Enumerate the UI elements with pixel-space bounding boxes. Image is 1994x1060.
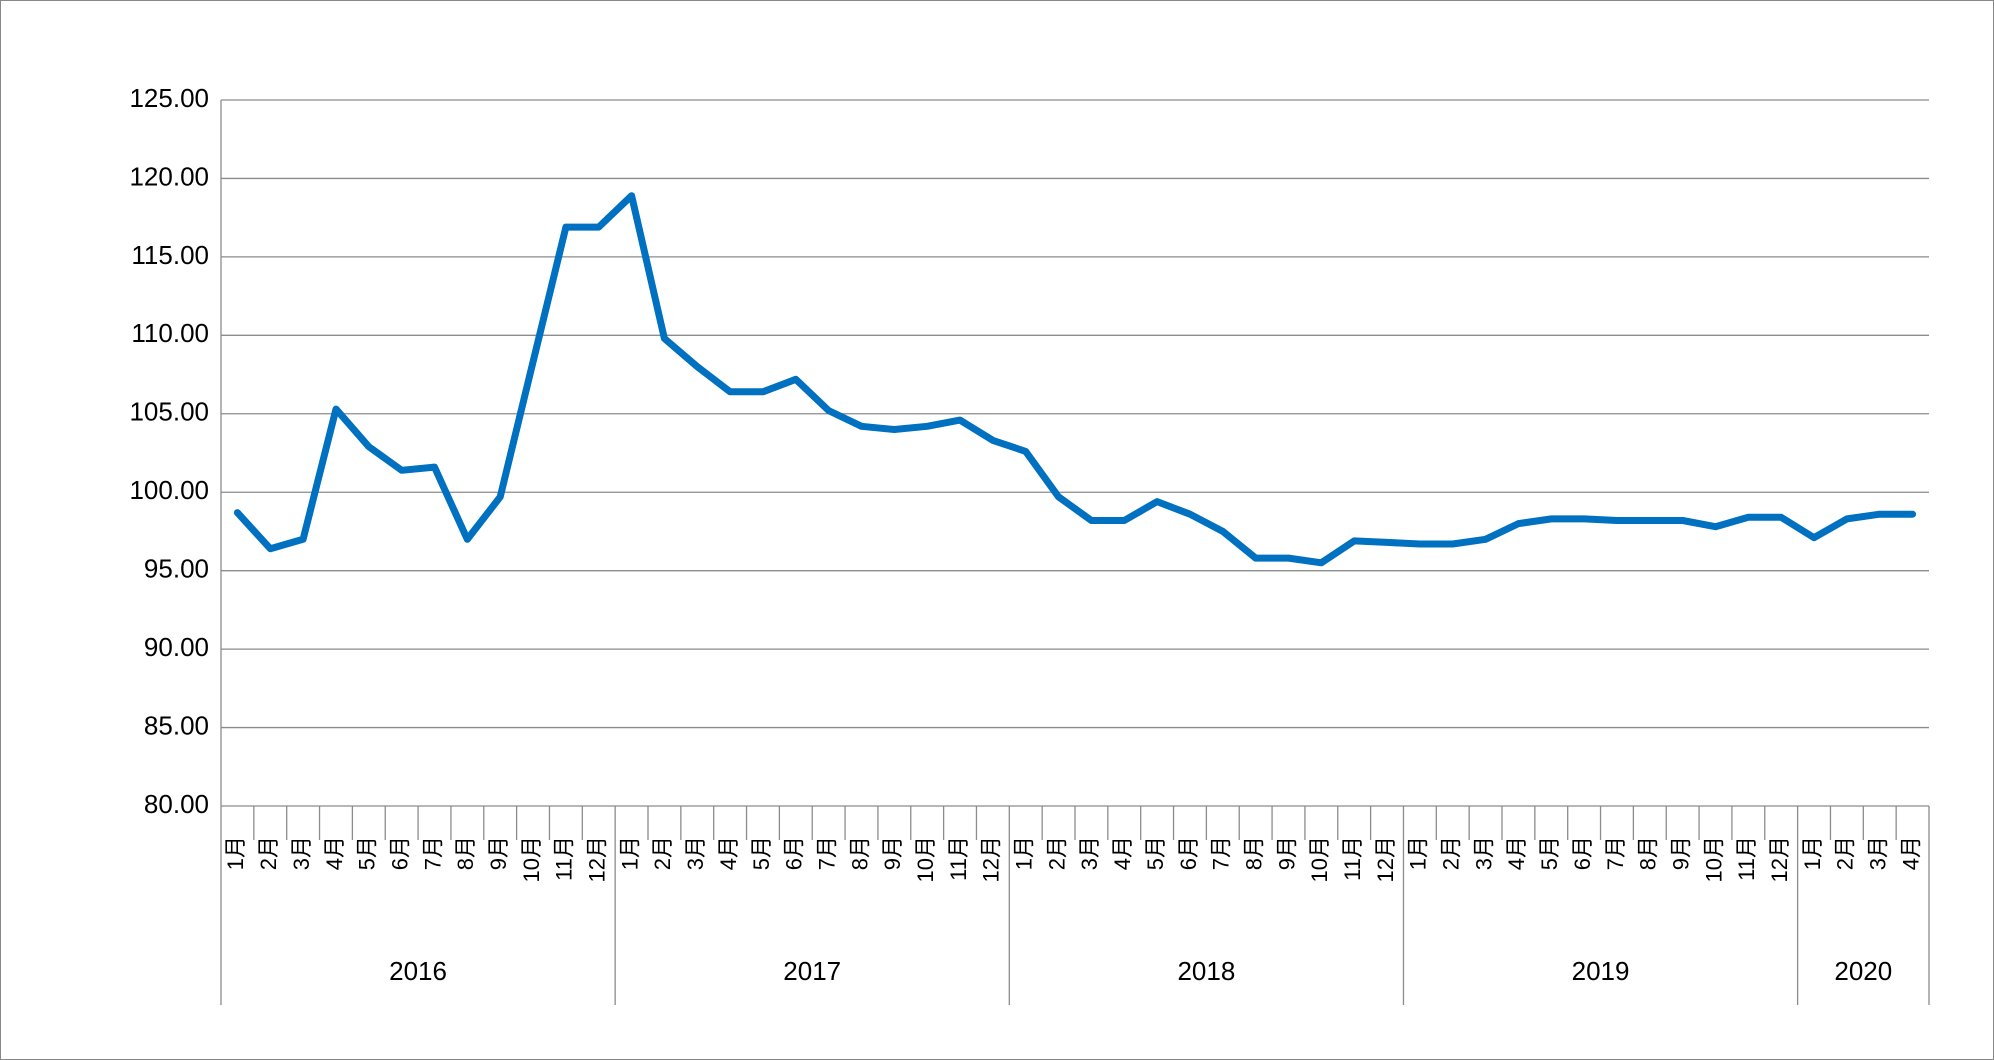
x-tick-label: 1月 — [617, 836, 642, 870]
y-tick-label: 80.00 — [144, 789, 209, 819]
x-tick-label: 10月 — [913, 836, 938, 882]
x-tick-label: 3月 — [289, 836, 314, 870]
y-tick-label: 110.00 — [131, 318, 209, 348]
x-tick-label: 5月 — [1143, 836, 1168, 870]
x-group-label: 2020 — [1834, 956, 1892, 986]
y-tick-label: 115.00 — [131, 240, 209, 270]
x-tick-label: 3月 — [1866, 836, 1891, 870]
x-tick-label: 4月 — [322, 836, 347, 870]
x-tick-label: 7月 — [814, 836, 839, 870]
x-tick-label: 5月 — [749, 836, 774, 870]
x-tick-label: 9月 — [486, 836, 511, 870]
x-tick-label: 3月 — [683, 836, 708, 870]
x-tick-label: 4月 — [716, 836, 741, 870]
x-tick-label: 7月 — [1209, 836, 1234, 870]
x-tick-label: 12月 — [1767, 836, 1792, 882]
x-tick-label: 1月 — [223, 836, 248, 870]
x-tick-label: 6月 — [387, 836, 412, 870]
x-tick-label: 11月 — [1340, 836, 1365, 881]
x-group-label: 2018 — [1177, 956, 1235, 986]
x-tick-label: 12月 — [585, 836, 610, 882]
x-tick-label: 11月 — [552, 836, 577, 881]
x-tick-label: 8月 — [453, 836, 478, 870]
x-tick-label: 3月 — [1471, 836, 1496, 870]
x-tick-label: 1月 — [1406, 836, 1431, 870]
x-tick-label: 2月 — [1439, 836, 1464, 870]
x-tick-label: 2月 — [256, 836, 281, 870]
x-tick-label: 6月 — [1176, 836, 1201, 870]
x-group-label: 2017 — [783, 956, 841, 986]
x-tick-label: 9月 — [880, 836, 905, 870]
y-tick-label: 100.00 — [129, 475, 209, 505]
x-group-label: 2019 — [1572, 956, 1630, 986]
x-tick-label: 5月 — [355, 836, 380, 870]
x-tick-label: 8月 — [1636, 836, 1661, 870]
x-tick-label: 10月 — [519, 836, 544, 882]
x-tick-label: 10月 — [1307, 836, 1332, 882]
x-tick-label: 10月 — [1701, 836, 1726, 882]
x-tick-label: 1月 — [1012, 836, 1037, 870]
x-tick-label: 8月 — [847, 836, 872, 870]
x-tick-label: 2月 — [1044, 836, 1069, 870]
x-tick-label: 6月 — [1570, 836, 1595, 870]
x-tick-label: 2月 — [1833, 836, 1858, 870]
x-tick-label: 9月 — [1274, 836, 1299, 870]
y-tick-label: 105.00 — [129, 397, 209, 427]
y-tick-label: 95.00 — [144, 554, 209, 584]
y-tick-label: 125.00 — [129, 83, 209, 113]
x-tick-label: 7月 — [1603, 836, 1628, 870]
x-tick-label: 11月 — [1734, 836, 1759, 881]
x-tick-label: 4月 — [1110, 836, 1135, 870]
x-tick-label: 2月 — [650, 836, 675, 870]
x-tick-label: 12月 — [979, 836, 1004, 882]
x-tick-label: 7月 — [420, 836, 445, 870]
x-tick-label: 3月 — [1077, 836, 1102, 870]
y-tick-label: 90.00 — [144, 632, 209, 662]
y-tick-label: 85.00 — [144, 710, 209, 740]
x-tick-label: 6月 — [782, 836, 807, 870]
x-tick-label: 12月 — [1373, 836, 1398, 882]
x-tick-label: 5月 — [1537, 836, 1562, 870]
y-tick-label: 120.00 — [129, 161, 209, 191]
x-tick-label: 8月 — [1241, 836, 1266, 870]
x-tick-label: 4月 — [1898, 836, 1923, 870]
x-tick-label: 9月 — [1668, 836, 1693, 870]
x-tick-label: 11月 — [946, 836, 971, 881]
x-tick-label: 1月 — [1800, 836, 1825, 870]
x-group-label: 2016 — [389, 956, 447, 986]
data-line — [233, 192, 1917, 567]
x-tick-label: 4月 — [1504, 836, 1529, 870]
